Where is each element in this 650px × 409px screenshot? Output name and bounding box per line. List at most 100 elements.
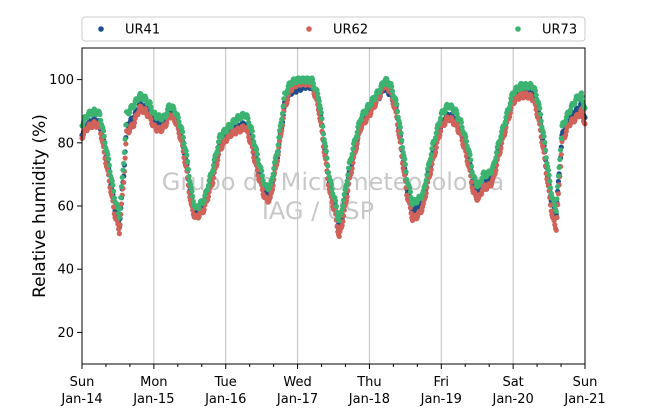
x-tick-label-date: Jan-20 <box>492 392 534 407</box>
data-point <box>424 172 430 178</box>
data-point <box>349 151 355 157</box>
data-point <box>310 76 316 83</box>
data-point <box>111 188 117 194</box>
x-tick-label-day: Thu <box>356 375 381 390</box>
data-point <box>427 156 434 162</box>
data-point <box>437 115 444 121</box>
data-point <box>317 106 324 112</box>
data-point <box>353 133 360 140</box>
data-point <box>105 151 111 158</box>
data-point <box>316 98 322 104</box>
data-point <box>432 149 439 156</box>
data-point <box>546 172 552 178</box>
data-point <box>121 149 127 156</box>
data-point <box>339 207 345 213</box>
y-tick-label: 100 <box>49 73 74 88</box>
y-tick-label: 60 <box>57 200 74 215</box>
data-point <box>399 137 405 143</box>
data-point <box>119 174 125 180</box>
data-point <box>557 147 564 153</box>
data-point <box>506 104 513 110</box>
data-point <box>323 143 329 149</box>
data-point <box>459 137 465 143</box>
data-point <box>463 134 469 140</box>
data-point <box>336 218 342 224</box>
data-point <box>333 198 339 204</box>
data-point <box>117 206 123 212</box>
data-point <box>180 129 186 135</box>
data-point <box>280 103 286 109</box>
data-point <box>493 155 499 161</box>
data-point <box>397 124 403 130</box>
data-point <box>201 197 207 203</box>
data-point <box>502 119 508 125</box>
data-point <box>116 210 122 216</box>
data-point <box>580 98 586 105</box>
data-point <box>279 111 286 117</box>
data-point <box>389 88 396 94</box>
data-point <box>116 231 122 237</box>
data-point <box>423 177 429 184</box>
data-point <box>249 128 255 134</box>
data-point <box>122 155 128 161</box>
data-point <box>117 222 123 228</box>
data-point <box>118 183 125 190</box>
data-point <box>323 148 329 154</box>
data-point <box>339 222 345 229</box>
data-point <box>340 203 346 209</box>
data-point <box>540 129 546 136</box>
y-tick-label: 40 <box>57 263 74 278</box>
data-point <box>344 178 350 184</box>
legend-label-ur73: UR73 <box>542 23 577 38</box>
data-point <box>271 159 278 165</box>
x-tick-label-date: Jan-14 <box>60 392 102 407</box>
data-point <box>558 151 564 158</box>
x-tick-label-date: Jan-21 <box>563 392 605 407</box>
data-point <box>468 157 474 163</box>
data-point <box>102 140 108 146</box>
data-point <box>556 164 562 171</box>
data-point <box>180 134 186 140</box>
data-point <box>393 97 399 103</box>
data-point <box>555 173 562 179</box>
data-point <box>545 167 551 173</box>
data-point <box>579 109 585 116</box>
data-point <box>181 140 187 146</box>
data-point <box>215 139 222 145</box>
data-point <box>394 108 401 115</box>
data-point <box>254 151 260 157</box>
data-point <box>389 83 395 90</box>
data-point <box>274 149 281 155</box>
y-tick-label: 80 <box>57 136 74 151</box>
data-point <box>98 117 104 123</box>
data-point <box>554 214 560 221</box>
data-point <box>350 146 356 152</box>
data-point <box>279 116 285 122</box>
data-point <box>122 136 128 142</box>
data-point <box>183 148 189 154</box>
data-point <box>468 179 475 185</box>
data-point <box>320 131 327 137</box>
legend: UR41 UR62 UR73 <box>81 16 586 42</box>
data-point <box>255 172 261 179</box>
watermark-line-2: IAG / USP <box>262 197 374 225</box>
data-point <box>407 189 413 195</box>
data-point <box>463 138 470 144</box>
data-point <box>97 111 103 118</box>
x-tick-label-day: Sun <box>573 375 598 390</box>
legend-label-ur62: UR62 <box>333 23 368 38</box>
data-point <box>100 128 107 134</box>
data-point <box>533 92 539 98</box>
data-point <box>245 115 251 122</box>
data-point <box>579 94 585 100</box>
data-point <box>215 144 221 150</box>
data-point <box>542 147 549 153</box>
data-point <box>131 120 138 126</box>
data-point <box>507 100 513 106</box>
data-point <box>433 130 439 136</box>
data-point <box>563 128 569 134</box>
legend-marker-ur73 <box>515 26 521 32</box>
x-tick-label-day: Sun <box>70 375 95 390</box>
x-tick-label-date: Jan-15 <box>132 392 174 407</box>
x-tick-label-date: Jan-16 <box>204 392 246 407</box>
